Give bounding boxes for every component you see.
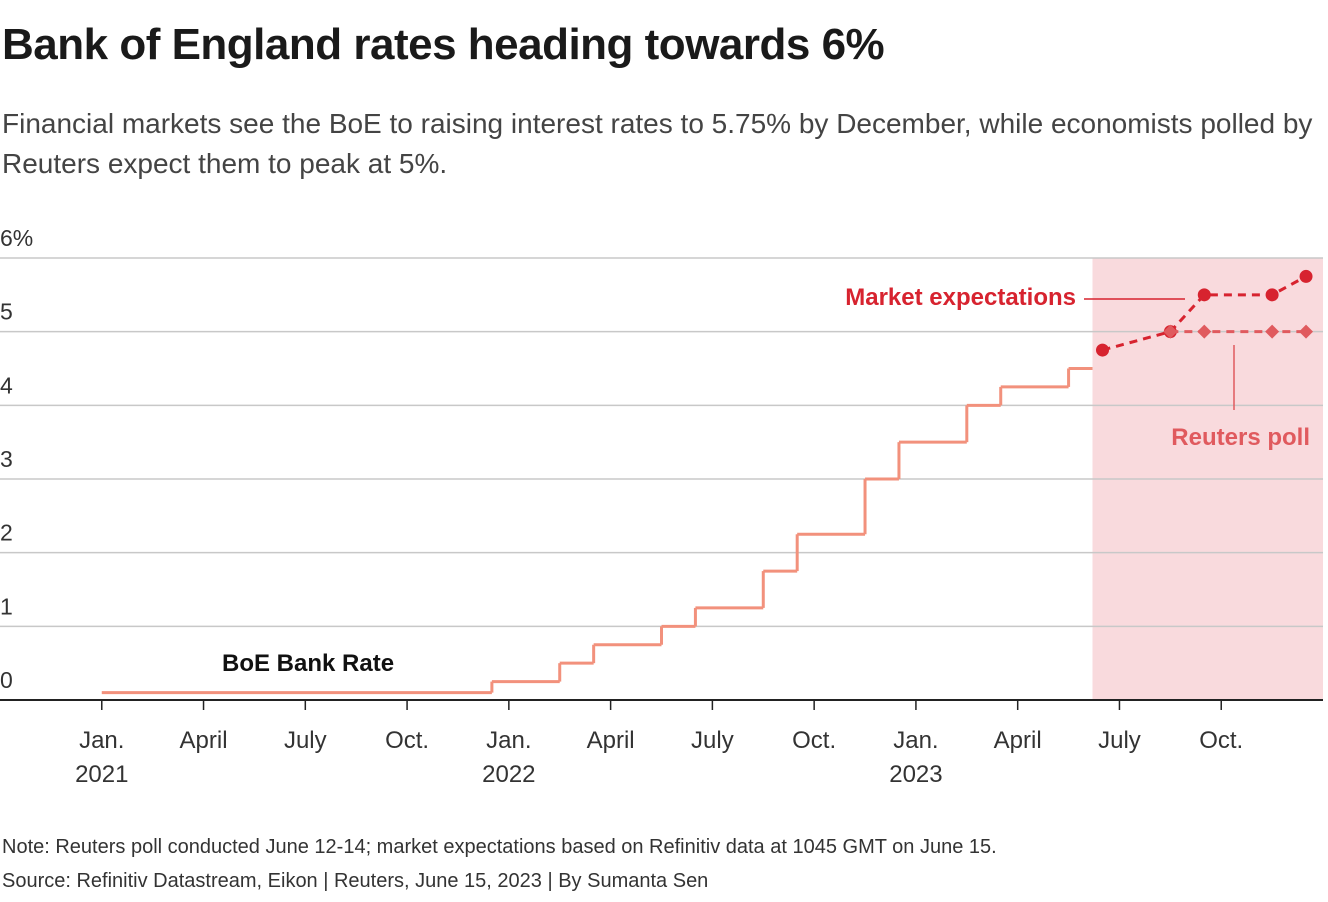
x-tick-label: Oct.: [1199, 727, 1243, 754]
y-tick-label: 1: [0, 593, 13, 619]
diamond-marker: [1197, 324, 1212, 339]
x-tick-label: April: [994, 727, 1042, 754]
y-tick-label: 5: [0, 299, 13, 325]
chart-subtitle: Financial markets see the BoE to raising…: [2, 108, 1313, 179]
y-tick-label: 4: [0, 372, 13, 398]
series-label: BoE Bank Rate: [222, 650, 394, 677]
x-tick-label: Jan.: [79, 727, 124, 754]
diamond-marker: [1265, 324, 1280, 339]
x-tick-year: 2021: [75, 761, 128, 788]
circle-marker: [1197, 288, 1211, 302]
x-tick-year: 2023: [889, 761, 942, 788]
y-tick-label: 0: [0, 667, 13, 693]
x-tick-year: 2022: [482, 761, 535, 788]
x-tick-label: Jan.: [893, 727, 938, 754]
series-label: Market expectations: [845, 284, 1076, 311]
series-label: Reuters poll: [1171, 424, 1310, 451]
x-tick-label: April: [587, 727, 635, 754]
note: Note: Reuters poll conducted June 12-14;…: [2, 836, 997, 858]
y-tick-label: 3: [0, 446, 13, 472]
x-tick-label: July: [284, 727, 327, 754]
x-tick-label: July: [1098, 727, 1141, 754]
chart-title: Bank of England rates heading towards 6%: [2, 20, 885, 69]
source: Source: Refinitiv Datastream, Eikon | Re…: [2, 870, 709, 892]
y-tick-label: 2: [0, 520, 13, 546]
diamond-marker: [1299, 324, 1314, 339]
circle-marker: [1299, 269, 1313, 283]
x-tick-label: Oct.: [792, 727, 836, 754]
x-tick-label: Jan.: [486, 727, 531, 754]
forecast-line: [1102, 275, 1307, 352]
y-tick-label: 6%: [0, 225, 33, 251]
circle-marker: [1265, 288, 1279, 302]
x-tick-label: Oct.: [385, 727, 429, 754]
x-tick-label: April: [180, 727, 228, 754]
x-tick-label: July: [691, 727, 734, 754]
circle-marker: [1096, 343, 1109, 357]
diamond-marker: [1163, 324, 1178, 339]
